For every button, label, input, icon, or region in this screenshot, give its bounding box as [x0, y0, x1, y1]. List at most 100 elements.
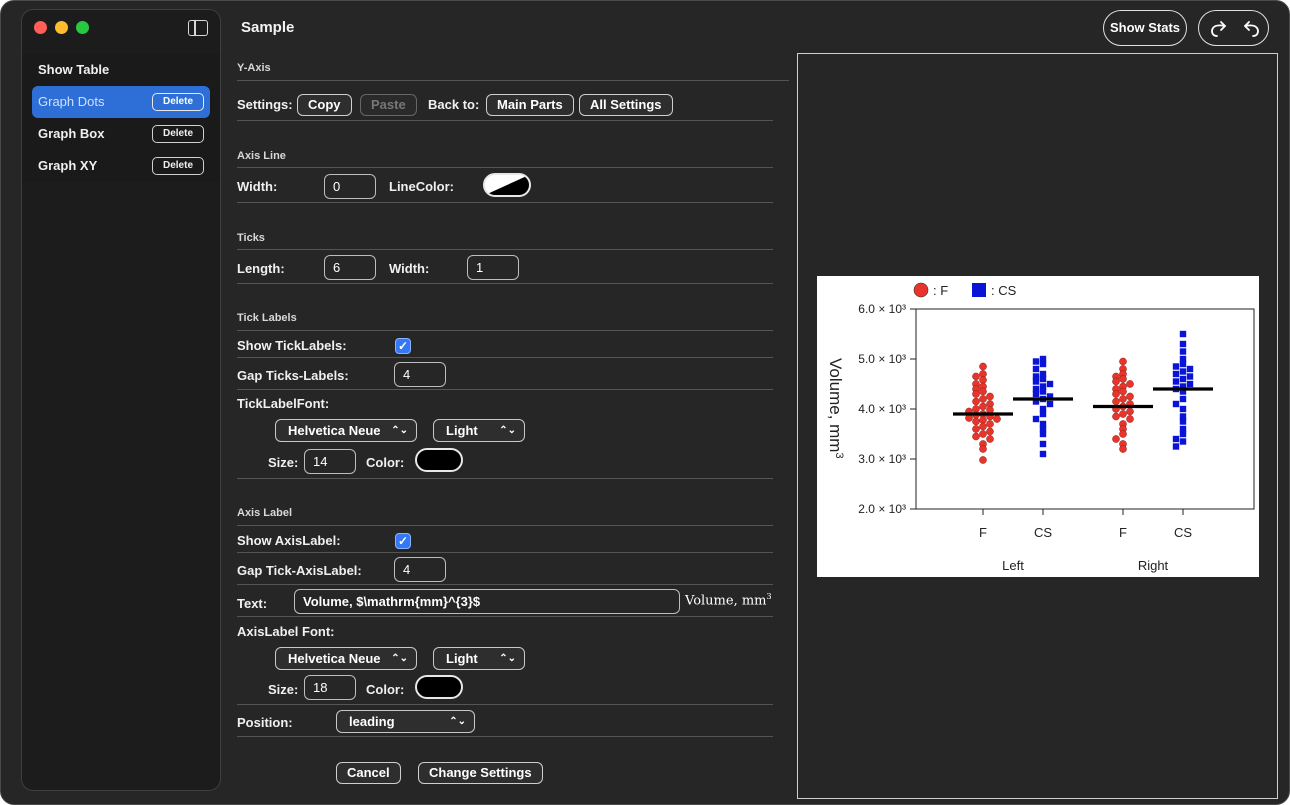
divider — [237, 478, 773, 479]
tick-length-input[interactable]: 6 — [324, 255, 376, 280]
select-value: Helvetica Neue — [288, 651, 381, 666]
data-point — [1032, 365, 1040, 373]
zoom-window-button[interactable] — [76, 21, 89, 34]
ticklabel-size-input[interactable]: 14 — [304, 449, 356, 474]
data-point — [979, 416, 987, 424]
x-tick-label: F — [1119, 525, 1127, 540]
data-point — [1179, 395, 1187, 403]
y-tick-label: 2.0 × 10³ — [858, 502, 906, 516]
cancel-button[interactable]: Cancel — [336, 762, 401, 784]
linecolor-swatch[interactable] — [483, 173, 531, 197]
divider — [237, 525, 773, 526]
x-tick-label: CS — [1034, 525, 1052, 540]
data-point — [1039, 450, 1047, 458]
data-point — [1032, 358, 1040, 365]
dot-plot-chart: : F: CS 2.0 × 10³ 3.0 × 10³ 4.0 × 10³ 5.0 ×… — [826, 282, 1255, 573]
show-axislabel-checkbox[interactable]: ✓ — [395, 533, 411, 549]
axislabel-size-input[interactable]: 18 — [304, 675, 356, 700]
data-point — [1179, 418, 1187, 425]
data-point — [1046, 393, 1054, 400]
data-point — [1179, 405, 1187, 413]
gap-tick-axislabel-label: Gap Tick-AxisLabel: — [237, 563, 362, 578]
all-settings-button[interactable]: All Settings — [579, 94, 673, 116]
data-point — [1032, 390, 1040, 398]
ticklabel-color-swatch[interactable] — [415, 448, 463, 472]
data-point — [979, 387, 987, 396]
legend-marker — [913, 282, 929, 298]
redo-icon[interactable] — [1209, 20, 1229, 38]
data-point — [1039, 405, 1047, 413]
position-label: Position: — [237, 715, 293, 730]
select-value: Helvetica Neue — [288, 423, 381, 438]
x-tick-label: CS — [1174, 525, 1192, 540]
axislabel-size-label: Size: — [268, 682, 299, 697]
data-point — [1112, 397, 1120, 406]
gap-ticks-labels-label: Gap Ticks-Labels: — [237, 368, 349, 383]
position-select[interactable]: leading ⌃⌄ — [336, 710, 475, 733]
undo-icon[interactable] — [1241, 20, 1261, 38]
sidebar-item-graph-box[interactable]: Graph Box Delete — [22, 118, 210, 150]
divider — [237, 330, 773, 331]
divider — [237, 167, 773, 168]
data-point — [1179, 368, 1187, 375]
select-value: Light — [446, 651, 478, 666]
divider — [237, 357, 773, 358]
data-point — [1039, 355, 1047, 363]
chart-canvas: : F: CS 2.0 × 10³ 3.0 × 10³ 4.0 × 10³ 5.0 ×… — [817, 276, 1259, 577]
sidebar-item-show-table[interactable]: Show Table — [22, 54, 220, 86]
chevron-updown-icon: ⌃⌄ — [391, 653, 408, 664]
data-point — [1172, 443, 1180, 450]
tick-length-label: Length: — [237, 261, 285, 276]
show-stats-button[interactable]: Show Stats — [1103, 10, 1187, 46]
main-parts-button[interactable]: Main Parts — [486, 94, 574, 116]
data-point — [972, 372, 980, 381]
sidebar-toggle-icon[interactable] — [188, 20, 208, 36]
gap-tick-axislabel-input[interactable]: 4 — [394, 557, 446, 582]
change-settings-button[interactable]: Change Settings — [418, 762, 543, 784]
chart-legend: : F: CS — [913, 282, 1017, 298]
divider — [237, 736, 773, 737]
data-point — [1112, 412, 1120, 421]
data-point — [972, 432, 980, 441]
window-title: Sample — [241, 19, 295, 36]
data-point — [1032, 415, 1040, 423]
close-window-button[interactable] — [34, 21, 47, 34]
divider — [237, 202, 773, 203]
data-point — [1126, 407, 1134, 416]
data-point — [1039, 360, 1047, 368]
data-point — [1039, 425, 1047, 433]
data-point — [979, 395, 987, 403]
show-ticklabels-checkbox[interactable]: ✓ — [395, 338, 411, 354]
chevron-updown-icon: ⌃⌄ — [449, 716, 466, 727]
ticklabel-font-family-select[interactable]: Helvetica Neue ⌃⌄ — [275, 419, 417, 442]
axislabel-text-input[interactable]: Volume, $\mathrm{mm}^{3}$ — [294, 589, 680, 614]
sidebar-item-label: Graph XY — [38, 158, 98, 173]
axis-line-width-input[interactable]: 0 — [324, 174, 376, 199]
data-point — [1186, 373, 1194, 380]
axislabel-text-label: Text: — [237, 596, 268, 611]
data-point — [1039, 375, 1047, 383]
sidebar-item-graph-xy[interactable]: Graph XY Delete — [22, 150, 210, 182]
delete-button[interactable]: Delete — [151, 125, 204, 143]
tick-width-input[interactable]: 1 — [467, 255, 519, 280]
axislabel-color-swatch[interactable] — [415, 675, 463, 699]
axislabel-preview: Volume, mm3 — [685, 592, 772, 608]
delete-button[interactable]: Delete — [151, 93, 204, 111]
ticklabel-font-weight-select[interactable]: Light ⌃⌄ — [433, 419, 525, 442]
delete-button[interactable]: Delete — [151, 157, 204, 175]
axis-line-width-label: Width: — [237, 179, 278, 194]
sidebar-item-label: Graph Box — [38, 126, 105, 141]
axislabel-font-weight-select[interactable]: Light ⌃⌄ — [433, 647, 525, 670]
data-point — [1172, 400, 1180, 408]
preview-text: Volume, mm — [685, 593, 767, 609]
data-point — [1179, 430, 1187, 438]
data-point — [1112, 435, 1120, 443]
copy-button[interactable]: Copy — [297, 94, 352, 116]
data-point — [979, 422, 987, 431]
ticklabel-font-label: TickLabelFont: — [237, 396, 330, 411]
paste-button[interactable]: Paste — [360, 94, 417, 116]
minimize-window-button[interactable] — [55, 21, 68, 34]
sidebar-item-graph-dots[interactable]: Graph Dots Delete — [32, 86, 210, 118]
gap-ticks-labels-input[interactable]: 4 — [394, 362, 446, 387]
axislabel-font-family-select[interactable]: Helvetica Neue ⌃⌄ — [275, 647, 417, 670]
